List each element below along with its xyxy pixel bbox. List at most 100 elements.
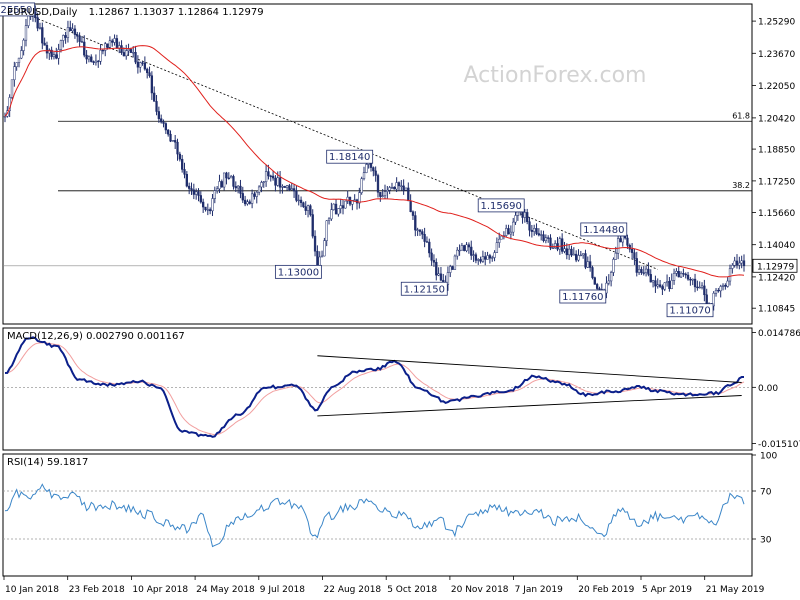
last-price-box [752,258,798,273]
candle-body [456,249,459,257]
candle-body [85,54,88,60]
candle-body [241,193,244,201]
candle-body [586,261,589,268]
candle-body [696,286,699,289]
candle-body [549,237,552,249]
candle-body [535,228,538,234]
candle-body [572,253,575,256]
candle-body [327,218,331,222]
candle-body [178,153,181,160]
price-tick-label: 1.14040 [758,241,795,251]
rsi-layer: 100 70 30 [3,452,777,548]
candle-body [246,201,249,205]
candle-body [554,243,557,249]
candle-body [264,171,268,183]
key-point-label: 1.18140 [329,152,370,163]
macd-layer: 0.014786 0.00 -0.015107 [3,329,800,450]
candle-body [721,284,725,287]
candle-body [160,118,163,123]
candle-body [3,116,7,118]
candle-body [304,206,307,211]
candle-body [479,259,482,262]
candle-body [10,79,14,98]
candle-body [87,56,91,60]
candle-body [45,45,49,54]
candle-body [421,231,424,235]
fib-level-label: 61.8 [732,111,750,120]
candle-body [693,278,697,288]
candle-body [577,255,580,261]
candle-body [717,289,720,292]
candle-body [80,41,84,43]
candle-body [642,272,645,274]
watermark: ActionForex.com [464,63,647,88]
candle-body [386,189,389,192]
key-point-label: 1.11760 [562,292,603,303]
candle-body [521,211,524,218]
candle-body [714,289,718,294]
candle-body [278,177,282,188]
candle-body [605,282,608,294]
candle-body [106,43,109,48]
candle-body [686,274,690,280]
macd-tick-label: 0.014786 [758,329,800,339]
candle-body [344,200,347,209]
candle-body [127,49,130,51]
price-tick-label: 1.15660 [758,209,795,219]
candle-body [285,185,289,188]
candle-body [141,62,144,64]
candle-body [218,181,221,190]
key-point-label: 1.11070 [669,306,710,317]
candle-body [649,274,652,283]
candle-body [167,129,170,135]
candle-body [477,259,480,261]
candle-body [383,191,387,197]
key-point-label: 1.12150 [404,284,445,295]
candle-body [530,229,534,232]
candle-body [183,169,186,175]
candle-body [630,248,634,253]
candle-body [94,60,98,63]
candle-body [486,255,489,260]
rsi-tick-label: 70 [760,488,772,498]
candle-body [607,280,610,284]
candle-body [164,123,168,131]
candle-body [731,265,734,269]
candle-body [575,253,578,261]
price-axis-layer: 1.25290 1.23670 1.22050 1.20420 1.18850 1.172… [752,18,798,315]
price-tick-label: 1.18850 [758,146,795,156]
candle-body [547,237,550,239]
candle-body [679,273,683,278]
macd-line [4,336,744,438]
key-point-box [326,149,374,164]
candle-body [647,268,650,275]
candle-body [742,260,746,267]
candle-body [122,52,126,57]
candle-body [619,238,622,243]
candle-body [369,162,373,168]
candle-body [551,247,554,249]
candle-body [76,34,79,37]
candle-body [15,62,18,67]
candle-body [733,260,736,266]
candle-body [346,196,349,202]
candle-body [362,172,366,179]
candle-body [372,167,375,172]
price-tick-label: 1.22050 [758,82,795,92]
candle-body [505,228,508,236]
candle-body [689,278,692,281]
fib-level-label: 38.2 [732,181,750,190]
candle-body [17,57,21,63]
candle-body [155,101,158,112]
x-tick-label: 23 Feb 2018 [69,585,125,595]
candle-body [523,212,527,218]
x-tick-label: 5 Oct 2018 [387,585,437,595]
candle-body [672,273,676,281]
candle-body [579,254,582,257]
candle-body [136,61,140,68]
candle-body [626,237,629,246]
candle-body [253,193,256,197]
candle-body [288,185,291,191]
key-point-box [274,264,322,279]
candle-body [481,256,485,262]
